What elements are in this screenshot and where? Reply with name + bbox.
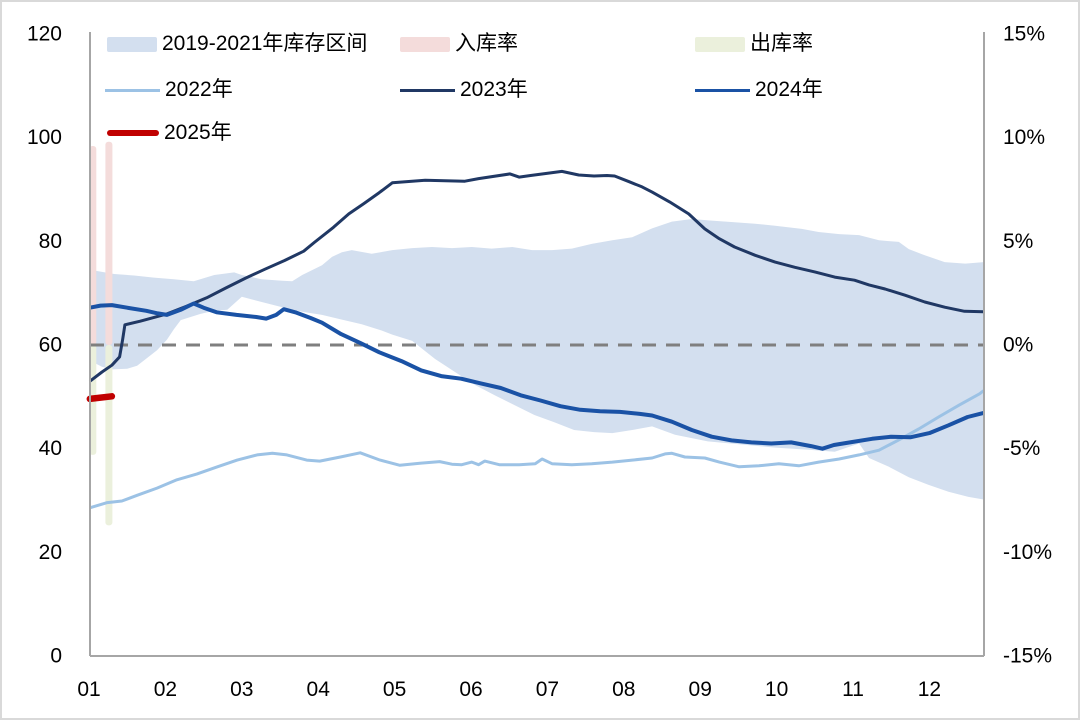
line-2023 <box>88 169 984 383</box>
x-axis-month-label: 01 <box>77 678 100 701</box>
left-axis-tick-label: 40 <box>39 437 62 460</box>
right-axis-tick-label: -10% <box>1003 541 1052 564</box>
x-axis-month-label: 07 <box>536 678 559 701</box>
right-axis-tick-label: 0% <box>1003 334 1033 357</box>
line-2025 <box>86 393 116 403</box>
right-axis-tick-label: -15% <box>1003 645 1052 668</box>
left-axis-tick-label: 100 <box>27 126 62 149</box>
x-axis-month-label: 03 <box>230 678 253 701</box>
left-axis-tick-label: 80 <box>39 230 62 253</box>
x-axis-month-label: 08 <box>612 678 635 701</box>
left-axis-tick-label: 120 <box>27 23 62 46</box>
x-axis-month-label: 06 <box>459 678 482 701</box>
bar-inbound-rate <box>89 146 97 345</box>
x-axis-month-label: 11 <box>842 678 864 701</box>
x-axis-month-label: 04 <box>307 678 331 701</box>
left-axis-tick-label: 20 <box>39 541 62 564</box>
band-2019-2021-range <box>89 219 984 500</box>
right-axis-tick-label: 5% <box>1003 230 1033 253</box>
right-axis-tick-label: 10% <box>1003 126 1045 149</box>
left-axis-tick-label: 0 <box>50 645 62 668</box>
bar-outbound-rate <box>105 345 113 526</box>
x-axis-month-label: 05 <box>383 678 406 701</box>
x-axis-month-label: 02 <box>154 678 177 701</box>
bar-inbound-rate <box>105 141 113 345</box>
line-2022 <box>89 389 985 510</box>
line-2024 <box>89 301 985 451</box>
right-axis-tick-label: 15% <box>1003 23 1045 46</box>
left-axis-tick-label: 60 <box>39 334 62 357</box>
x-axis-month-label: 12 <box>918 678 941 701</box>
x-axis-month-label: 09 <box>689 678 712 701</box>
right-axis-tick-label: -5% <box>1003 437 1040 460</box>
x-axis-month-label: 10 <box>765 678 788 701</box>
